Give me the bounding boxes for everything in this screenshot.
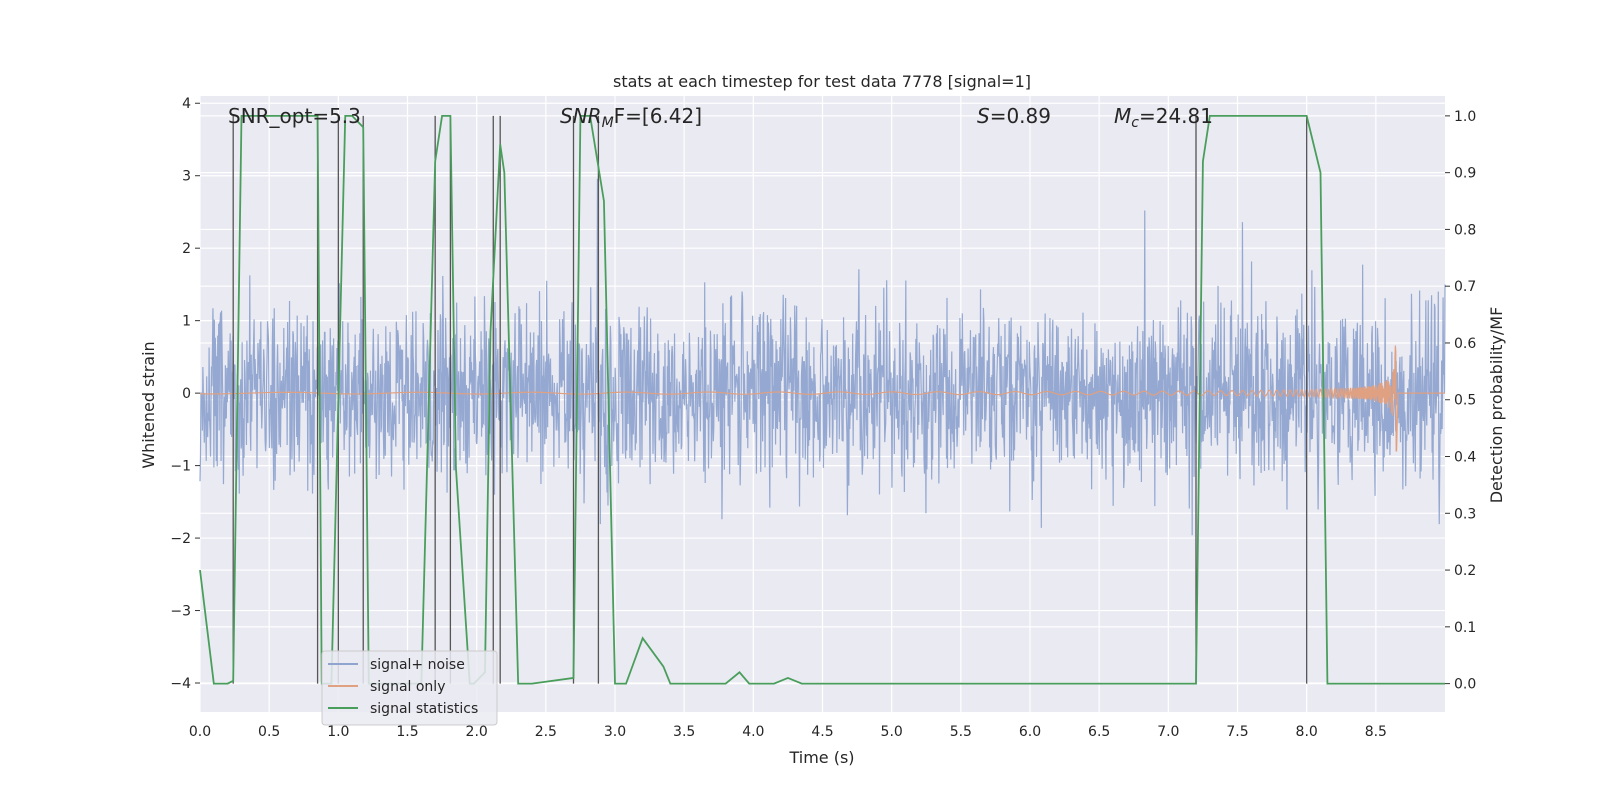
s-annotation: S=0.89 <box>977 104 1051 128</box>
x-tick-label: 8.0 <box>1296 724 1318 740</box>
snr-mf-subscript: M <box>602 115 614 131</box>
left-tick-label: 3 <box>182 169 191 185</box>
right-tick-label: 0.5 <box>1454 393 1476 409</box>
right-tick-label: 0.0 <box>1454 677 1476 693</box>
x-tick-label: 2.5 <box>535 724 557 740</box>
legend: signal+ noise signal only signal statist… <box>321 650 498 726</box>
signal-statistics-series <box>199 114 1445 685</box>
right-tick-label: 0.9 <box>1454 166 1476 182</box>
x-tick-label: 0.5 <box>258 724 280 740</box>
legend-label-signal-only: signal only <box>370 679 445 695</box>
left-tick-label: −2 <box>170 531 191 547</box>
snr-opt-annotation: SNR_opt=5.3 <box>228 104 361 128</box>
right-tick-label: 0.3 <box>1454 506 1476 522</box>
legend-box <box>321 650 498 726</box>
x-tick-label: 0.0 <box>189 724 211 740</box>
right-axis-label: Detection probability/MF <box>1487 307 1506 504</box>
signal-only-line <box>200 345 1445 452</box>
x-axis-label: Time (s) <box>788 748 854 767</box>
left-tick-label: 1 <box>182 314 191 330</box>
x-tick-label: 8.5 <box>1365 724 1387 740</box>
vertical-lines <box>232 115 1308 684</box>
x-tick-label: 4.5 <box>811 724 833 740</box>
x-tick-label: 6.5 <box>1088 724 1110 740</box>
s-value: =0.89 <box>990 104 1051 128</box>
legend-label-signal-statistics: signal statistics <box>370 701 478 717</box>
x-axis-ticks: 0.0 0.5 1.0 1.5 2.0 2.5 3.0 3.5 4.0 4.5 5.0 5.5 6.0 6… <box>189 724 1387 740</box>
snr-mf-annotation: SNRMF=[6.42] <box>560 104 702 131</box>
right-tick-label: 0.1 <box>1454 620 1476 636</box>
x-tick-label: 1.5 <box>396 724 418 740</box>
chart-title: stats at each timestep for test data 777… <box>613 72 1031 91</box>
x-tick-label: 5.0 <box>881 724 903 740</box>
right-tick-label: 0.4 <box>1454 450 1476 466</box>
left-tick-label: −1 <box>170 459 191 475</box>
left-axis-label: Whitened strain <box>139 341 158 468</box>
x-tick-label: 5.5 <box>950 724 972 740</box>
left-tick-label: −4 <box>170 676 191 692</box>
left-tick-label: 0 <box>182 386 191 402</box>
right-tick-label: 0.8 <box>1454 222 1476 238</box>
left-tick-label: 4 <box>182 96 191 112</box>
legend-label-signal-noise: signal+ noise <box>370 657 465 673</box>
mc-annotation: Mc=24.81 <box>1114 104 1213 131</box>
right-tick-label: 1.0 <box>1454 109 1476 125</box>
x-tick-label: 7.0 <box>1157 724 1179 740</box>
right-tick-label: 0.6 <box>1454 336 1476 352</box>
right-tick-label: 0.7 <box>1454 279 1476 295</box>
signal-statistics-line <box>199 114 1445 685</box>
x-tick-label: 2.0 <box>466 724 488 740</box>
mc-symbol: M <box>1114 104 1131 128</box>
snr-mf-value: F=[6.42] <box>614 104 702 128</box>
left-tick-label: 2 <box>182 241 191 257</box>
left-axis-ticks: 4 3 2 1 0 −1 −2 −3 −4 <box>170 96 200 692</box>
mc-subscript: c <box>1131 115 1139 131</box>
s-symbol: S <box>977 104 990 128</box>
x-tick-label: 3.5 <box>673 724 695 740</box>
x-tick-label: 3.0 <box>604 724 626 740</box>
x-tick-label: 1.0 <box>327 724 349 740</box>
left-tick-label: −3 <box>170 604 191 620</box>
snr-mf-symbol: SNR <box>560 104 602 128</box>
x-tick-label: 6.0 <box>1019 724 1041 740</box>
right-axis-ticks: 1.0 0.9 0.8 0.7 0.6 0.5 0.4 0.3 0.2 0.1 0.0 <box>1445 109 1476 693</box>
signal-only-series <box>200 345 1445 452</box>
mc-value: =24.81 <box>1139 104 1213 128</box>
x-tick-label: 7.5 <box>1226 724 1248 740</box>
x-tick-label: 4.0 <box>742 724 764 740</box>
right-tick-label: 0.2 <box>1454 563 1476 579</box>
